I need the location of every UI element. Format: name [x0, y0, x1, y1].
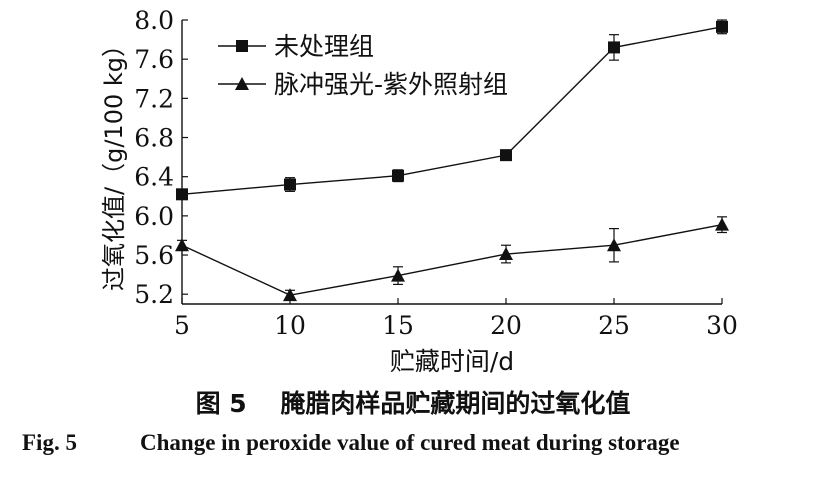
data-point-triangle — [391, 268, 405, 282]
data-point-triangle — [175, 238, 189, 252]
x-tick-label: 30 — [706, 311, 738, 340]
y-tick-label: 5.2 — [134, 280, 174, 309]
data-point-triangle — [715, 217, 729, 231]
y-axis-title: 过氧化值/（g/100 kg） — [100, 33, 128, 291]
y-tick-label: 6.4 — [134, 163, 174, 192]
data-point-triangle — [283, 288, 297, 302]
data-point-square — [500, 149, 512, 162]
x-tick-label: 10 — [274, 311, 306, 340]
data-point-triangle — [499, 247, 513, 261]
figure-caption-chinese: 图 5 腌腊肉样品贮藏期间的过氧化值 — [195, 389, 631, 418]
figure-number: Fig. 5 — [22, 430, 77, 455]
y-tick-label: 7.2 — [134, 84, 174, 113]
y-tick-label: 7.6 — [134, 45, 174, 74]
figure-caption-text: Change in peroxide value of cured meat d… — [140, 430, 680, 455]
figure-caption-english: Fig. 5 Change in peroxide value of cured … — [22, 430, 680, 456]
y-tick-label: 6.0 — [134, 202, 174, 231]
data-point-triangle — [607, 238, 621, 252]
legend-marker-triangle — [235, 77, 249, 90]
x-tick-label: 15 — [382, 311, 414, 340]
x-axis-title: 贮藏时间/d — [390, 347, 514, 376]
legend-label: 未处理组 — [274, 32, 374, 61]
series-line — [181, 26, 723, 196]
y-tick-label: 8.0 — [134, 6, 174, 35]
data-point-square — [176, 188, 188, 201]
series-line — [181, 223, 723, 296]
x-tick-label: 5 — [174, 311, 190, 340]
y-tick-label: 6.8 — [134, 124, 174, 153]
data-point-square — [716, 20, 728, 33]
legend-marker-square — [236, 40, 248, 52]
chart: 5 10 15 20 25 30 5.2 5.6 6.0 6.4 6.8 7.2 7.6 8.0 贮藏时间/… — [100, 6, 738, 376]
x-tick-label: 25 — [598, 311, 630, 340]
legend-label: 脉冲强光-紫外照射组 — [274, 70, 508, 99]
data-point-square — [392, 169, 404, 182]
y-tick-label: 5.6 — [134, 241, 174, 270]
data-point-square — [608, 41, 620, 54]
data-point-square — [284, 178, 296, 191]
x-tick-label: 20 — [490, 311, 522, 340]
